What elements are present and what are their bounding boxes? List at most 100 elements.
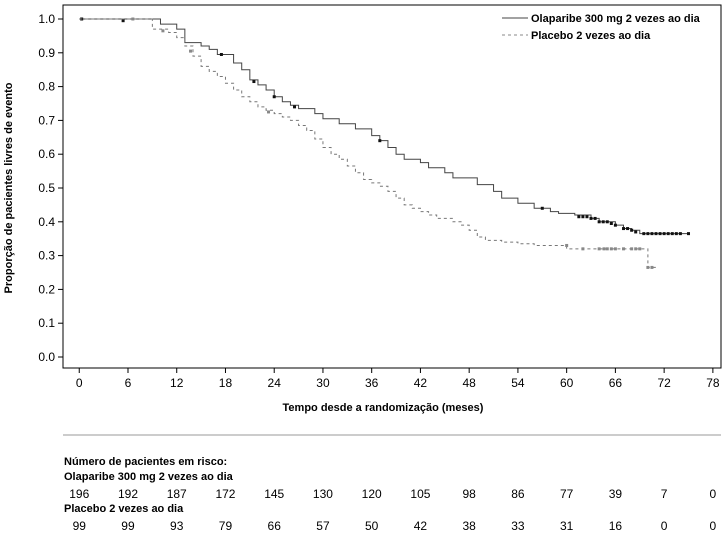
censor-mark xyxy=(638,247,642,251)
censor-mark xyxy=(650,265,654,269)
x-tick-label: 24 xyxy=(268,376,282,390)
x-tick-label: 0 xyxy=(76,376,83,390)
censor-mark xyxy=(252,80,256,84)
censor-mark xyxy=(634,230,638,234)
x-tick-label: 30 xyxy=(316,376,330,390)
risk-value: 42 xyxy=(414,519,428,533)
risk-value: 39 xyxy=(609,487,623,501)
censor-mark xyxy=(581,215,585,219)
y-tick-label: 0.1 xyxy=(38,316,55,330)
risk-row-olaparibe: 196 192 187 172 145 130 120 105 98 86 77 39 7 0 xyxy=(69,487,716,501)
risk-row-placebo: 99 99 93 79 66 57 50 42 38 33 31 16 0 0 xyxy=(73,519,717,533)
censor-mark xyxy=(602,247,606,251)
censor-mark xyxy=(646,265,650,269)
censor-mark xyxy=(605,220,609,224)
risk-value: 172 xyxy=(215,487,235,501)
y-tick-label: 0.2 xyxy=(38,282,55,296)
risk-value: 192 xyxy=(118,487,138,501)
series-layer xyxy=(79,17,691,269)
risk-value: 79 xyxy=(219,519,233,533)
x-tick-label: 12 xyxy=(170,376,184,390)
x-axis-title: Tempo desde a randomização (meses) xyxy=(283,402,484,414)
censor-mark xyxy=(565,243,569,247)
censor-mark xyxy=(121,19,125,23)
x-axis-ticks: 0 6 12 18 24 30 36 42 48 54 60 66 72 78 xyxy=(76,368,720,390)
risk-value: 38 xyxy=(462,519,476,533)
series-line-1 xyxy=(79,18,657,268)
censor-mark xyxy=(609,247,613,251)
risk-table-title: Número de pacientes em risco: xyxy=(64,456,227,468)
risk-value: 187 xyxy=(167,487,187,501)
censor-mark xyxy=(630,228,634,232)
risk-value: 105 xyxy=(410,487,430,501)
censor-mark xyxy=(540,206,544,210)
risk-value: 99 xyxy=(73,519,87,533)
censor-mark xyxy=(613,223,617,227)
risk-value: 0 xyxy=(710,487,717,501)
censor-mark xyxy=(161,29,165,33)
censor-mark xyxy=(131,17,135,21)
censor-mark xyxy=(577,215,581,219)
x-tick-label: 72 xyxy=(657,376,671,390)
risk-value: 145 xyxy=(264,487,284,501)
censor-mark xyxy=(597,247,601,251)
censor-mark xyxy=(658,232,662,236)
censor-mark xyxy=(613,247,617,251)
censor-mark xyxy=(662,232,666,236)
risk-table: Número de pacientes em risco: Olaparibe … xyxy=(64,456,717,533)
censor-mark xyxy=(219,52,223,56)
x-tick-label: 60 xyxy=(560,376,574,390)
censor-mark xyxy=(674,232,678,236)
y-tick-label: 0.0 xyxy=(38,350,55,364)
y-tick-label: 0.6 xyxy=(38,147,55,161)
risk-value: 16 xyxy=(609,519,623,533)
risk-value: 7 xyxy=(661,487,668,501)
y-axis-ticks: 0.0 0.1 0.2 0.3 0.4 0.5 0.6 0.7 0.8 0.9 1.0 xyxy=(38,12,63,364)
legend-label-placebo: Placebo 2 vezes ao dia xyxy=(531,30,651,42)
series-line-0 xyxy=(79,18,689,235)
censor-mark xyxy=(642,232,646,236)
censor-mark xyxy=(581,247,585,251)
risk-value: 130 xyxy=(313,487,333,501)
censor-mark xyxy=(589,216,593,220)
risk-value: 120 xyxy=(362,487,382,501)
y-tick-label: 0.9 xyxy=(38,46,55,60)
risk-value: 93 xyxy=(170,519,184,533)
risk-value: 77 xyxy=(560,487,574,501)
x-tick-label: 6 xyxy=(125,376,132,390)
risk-value: 31 xyxy=(560,519,574,533)
x-tick-label: 48 xyxy=(462,376,476,390)
censor-mark xyxy=(622,227,626,231)
censor-mark xyxy=(272,95,276,99)
risk-value: 50 xyxy=(365,519,379,533)
x-tick-label: 78 xyxy=(706,376,720,390)
censor-mark xyxy=(666,232,670,236)
y-tick-label: 0.8 xyxy=(38,80,55,94)
censor-mark xyxy=(650,232,654,236)
plot-frame xyxy=(62,4,722,369)
censor-mark xyxy=(189,49,193,53)
censor-mark xyxy=(670,232,674,236)
censor-mark xyxy=(593,216,597,220)
x-tick-label: 36 xyxy=(365,376,379,390)
risk-value: 196 xyxy=(69,487,89,501)
risk-value: 0 xyxy=(661,519,668,533)
censor-mark xyxy=(646,232,650,236)
censor-mark xyxy=(267,110,271,114)
censor-mark xyxy=(654,232,658,236)
censor-mark xyxy=(609,221,613,225)
risk-value: 0 xyxy=(710,519,717,533)
censor-mark xyxy=(605,247,609,251)
y-tick-label: 0.7 xyxy=(38,113,55,127)
x-tick-label: 18 xyxy=(219,376,233,390)
x-tick-label: 42 xyxy=(414,376,428,390)
risk-value: 98 xyxy=(462,487,476,501)
y-tick-label: 0.3 xyxy=(38,249,55,263)
risk-value: 99 xyxy=(121,519,135,533)
censor-mark xyxy=(585,215,589,219)
censor-mark xyxy=(622,247,626,251)
risk-row-label-placebo: Placebo 2 vezes ao dia xyxy=(64,503,184,515)
risk-value: 33 xyxy=(511,519,525,533)
censor-mark xyxy=(678,232,682,236)
